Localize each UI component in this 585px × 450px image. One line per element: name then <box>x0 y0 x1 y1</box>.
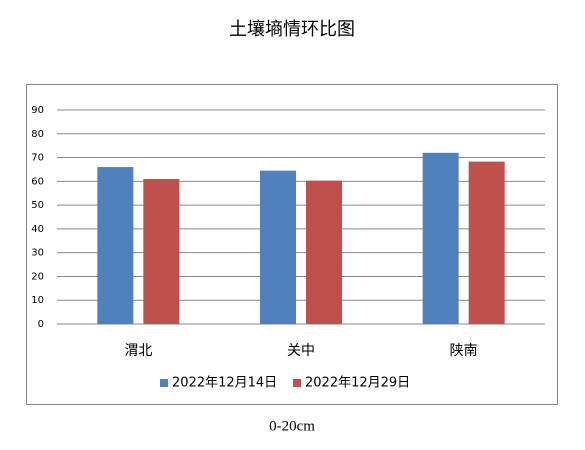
bar <box>143 178 180 324</box>
x-tick-label: 关中 <box>287 343 315 359</box>
chart-title: 土壤墒情环比图 <box>229 19 355 40</box>
y-tick-label: 0 <box>38 319 44 330</box>
bar <box>468 161 505 324</box>
annotation: 0-20cm <box>269 418 315 434</box>
y-tick-label: 80 <box>31 129 44 140</box>
y-tick-label: 20 <box>31 271 44 282</box>
x-tick-label: 陕南 <box>450 343 478 359</box>
y-tick-label: 50 <box>31 200 44 211</box>
legend-swatch <box>160 379 168 387</box>
y-tick-label: 40 <box>31 224 44 235</box>
bar <box>422 152 459 324</box>
legend-label: 2022年12月14日 <box>172 376 277 391</box>
bar <box>260 170 296 324</box>
bar <box>306 180 342 324</box>
y-tick-label: 90 <box>31 105 44 116</box>
y-tick-label: 70 <box>31 153 44 164</box>
y-tick-label: 10 <box>31 295 44 306</box>
legend-label: 2022年12月29日 <box>305 376 410 391</box>
y-tick-label: 60 <box>31 176 44 187</box>
chart-frame <box>26 84 558 405</box>
legend-swatch <box>293 379 301 387</box>
x-tick-label: 渭北 <box>124 343 152 359</box>
y-tick-label: 30 <box>31 248 44 259</box>
bar <box>97 167 134 324</box>
